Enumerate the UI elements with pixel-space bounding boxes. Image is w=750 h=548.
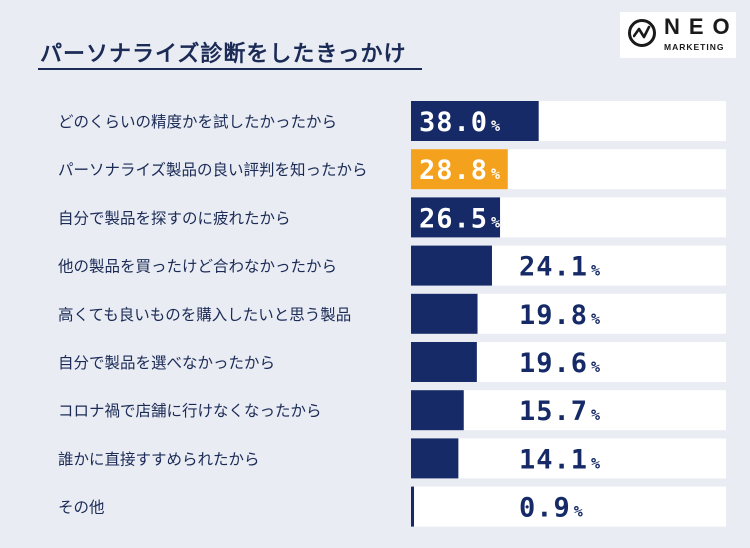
bar-track <box>411 438 726 479</box>
logo-chart-icon <box>628 19 656 47</box>
bar <box>411 245 492 286</box>
value-label: 15.7% <box>519 396 601 427</box>
bar <box>411 197 501 238</box>
category-label: 自分で製品を探すのに疲れたから <box>58 209 291 227</box>
value-label: 26.5% <box>419 203 501 234</box>
title-underline <box>38 68 422 70</box>
category-label: その他 <box>58 499 105 517</box>
bar <box>411 390 464 431</box>
value-label: 38.0% <box>419 107 501 138</box>
value-label: 28.8% <box>419 155 501 186</box>
bar <box>411 101 539 141</box>
bar-track <box>411 486 726 527</box>
category-label: 自分で製品を選べなかったから <box>58 354 275 372</box>
value-label: 19.8% <box>519 300 601 331</box>
category-label: コロナ禍で店舗に行けなくなったから <box>58 402 322 420</box>
category-label: パーソナライズ製品の良い評判を知ったから <box>58 161 368 179</box>
chart-title: パーソナライズ診断をしたきっかけ <box>40 42 407 67</box>
logo: NEO MARKETING <box>620 12 736 58</box>
logo-name: NEO <box>664 14 739 39</box>
bar <box>411 149 508 190</box>
value-label: 14.1% <box>519 444 601 475</box>
category-label: 高くても良いものを購入したいと思う製品 <box>58 306 351 324</box>
bar <box>411 438 459 479</box>
bar <box>411 486 415 527</box>
value-label: 24.1% <box>519 252 601 283</box>
category-label: 他の製品を買ったけど合わなかったから <box>58 258 337 276</box>
logo-subtitle: MARKETING <box>664 42 725 52</box>
bar <box>411 342 477 382</box>
value-label: 19.6% <box>519 348 601 379</box>
category-label: 誰かに直接すすめられたから <box>58 450 260 468</box>
category-label: どのくらいの精度かを試したかったから <box>58 113 337 131</box>
bar <box>411 293 478 334</box>
